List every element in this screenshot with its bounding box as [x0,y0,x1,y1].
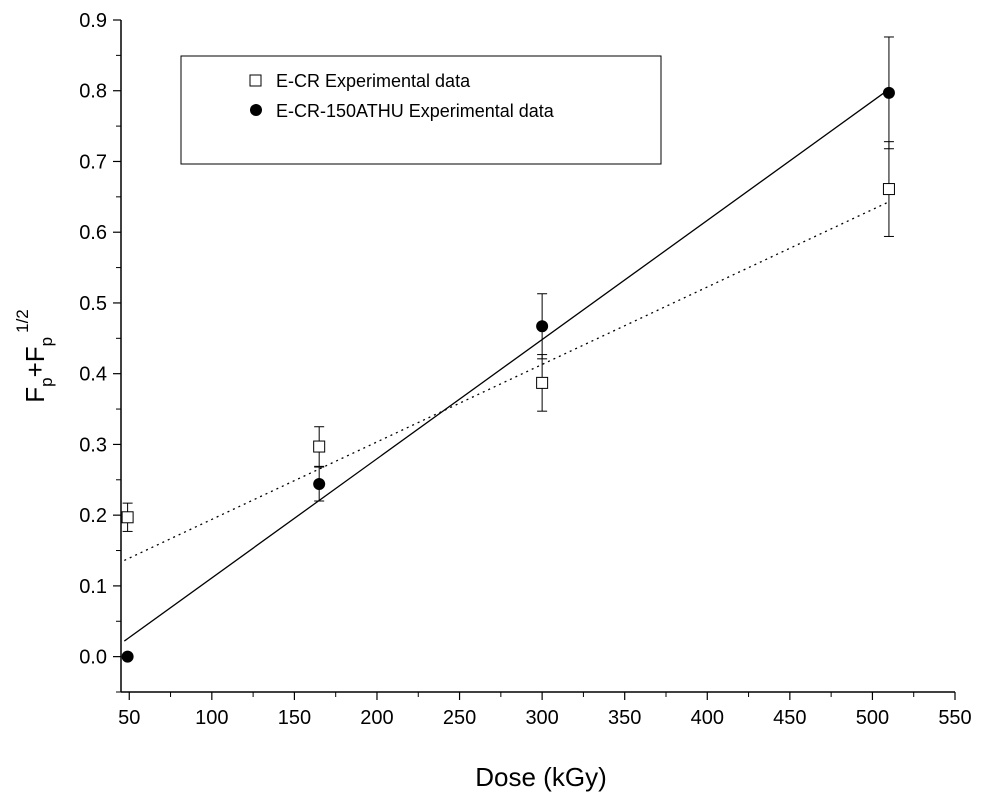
x-tick-label: 400 [691,707,724,729]
data-point-series-0 [882,183,895,196]
x-tick-label: 100 [195,707,228,729]
y-axis-title-sub-1: p [37,377,56,386]
y-tick-label: 0.5 [79,293,107,315]
fit-line-series-0 [124,201,890,562]
y-ticks: 0.0 0.1 0.2 0.3 0.4 0.5 0.6 0.7 0.8 0.9 [79,10,121,693]
y-tick-label: 0.3 [79,434,107,456]
data-point-series-0 [313,440,326,453]
y-tick-label: 0.2 [79,505,107,527]
x-axis-title: Dose (kGy) [475,762,606,792]
data-point-series-1 [882,86,895,99]
legend-marker-open-square [249,74,262,87]
data-point-series-1 [121,650,134,663]
x-tick-label: 550 [938,707,971,729]
y-tick-label: 0.9 [79,10,107,32]
y-axis-title-sup: 1/2 [13,309,32,333]
axes [120,20,955,693]
y-tick-label: 0.8 [79,81,107,103]
y-tick-label: 0.0 [79,647,107,669]
x-tick-label: 250 [443,707,476,729]
y-tick-label: 0.4 [79,364,107,386]
y-tick-label: 0.6 [79,222,107,244]
data-point-series-0 [121,511,134,524]
x-tick-label: 450 [773,707,806,729]
x-tick-label: 200 [360,707,393,729]
data-point-series-0 [536,376,549,389]
fit-lines [123,88,890,642]
x-tick-label: 150 [278,707,311,729]
legend: E-CR Experimental data E-CR-150ATHU Expe… [180,55,662,165]
data-point-series-1 [536,320,549,333]
fit-line-series-1 [123,88,890,642]
x-ticks: 50 100 150 200 250 300 350 400 450 500 550 [118,692,972,729]
x-tick-label: 50 [118,707,140,729]
legend-marker-filled-circle [250,104,262,116]
y-tick-label: 0.7 [79,151,107,173]
data-point-series-1 [313,478,326,491]
y-axis-title-main-1: F [20,387,50,403]
x-tick-label: 300 [525,707,558,729]
y-axis-title-plus: +F [20,346,50,377]
legend-label-e-cr: E-CR Experimental data [276,71,471,91]
y-axis-title-sub-2: p [37,337,56,346]
x-tick-label: 500 [856,707,889,729]
y-axis-title: Fp+Fp 1/2 [13,309,56,403]
legend-label-e-cr-150athu: E-CR-150ATHU Experimental data [276,101,555,121]
y-tick-label: 0.1 [79,576,107,598]
markers [121,86,895,663]
x-tick-label: 350 [608,707,641,729]
